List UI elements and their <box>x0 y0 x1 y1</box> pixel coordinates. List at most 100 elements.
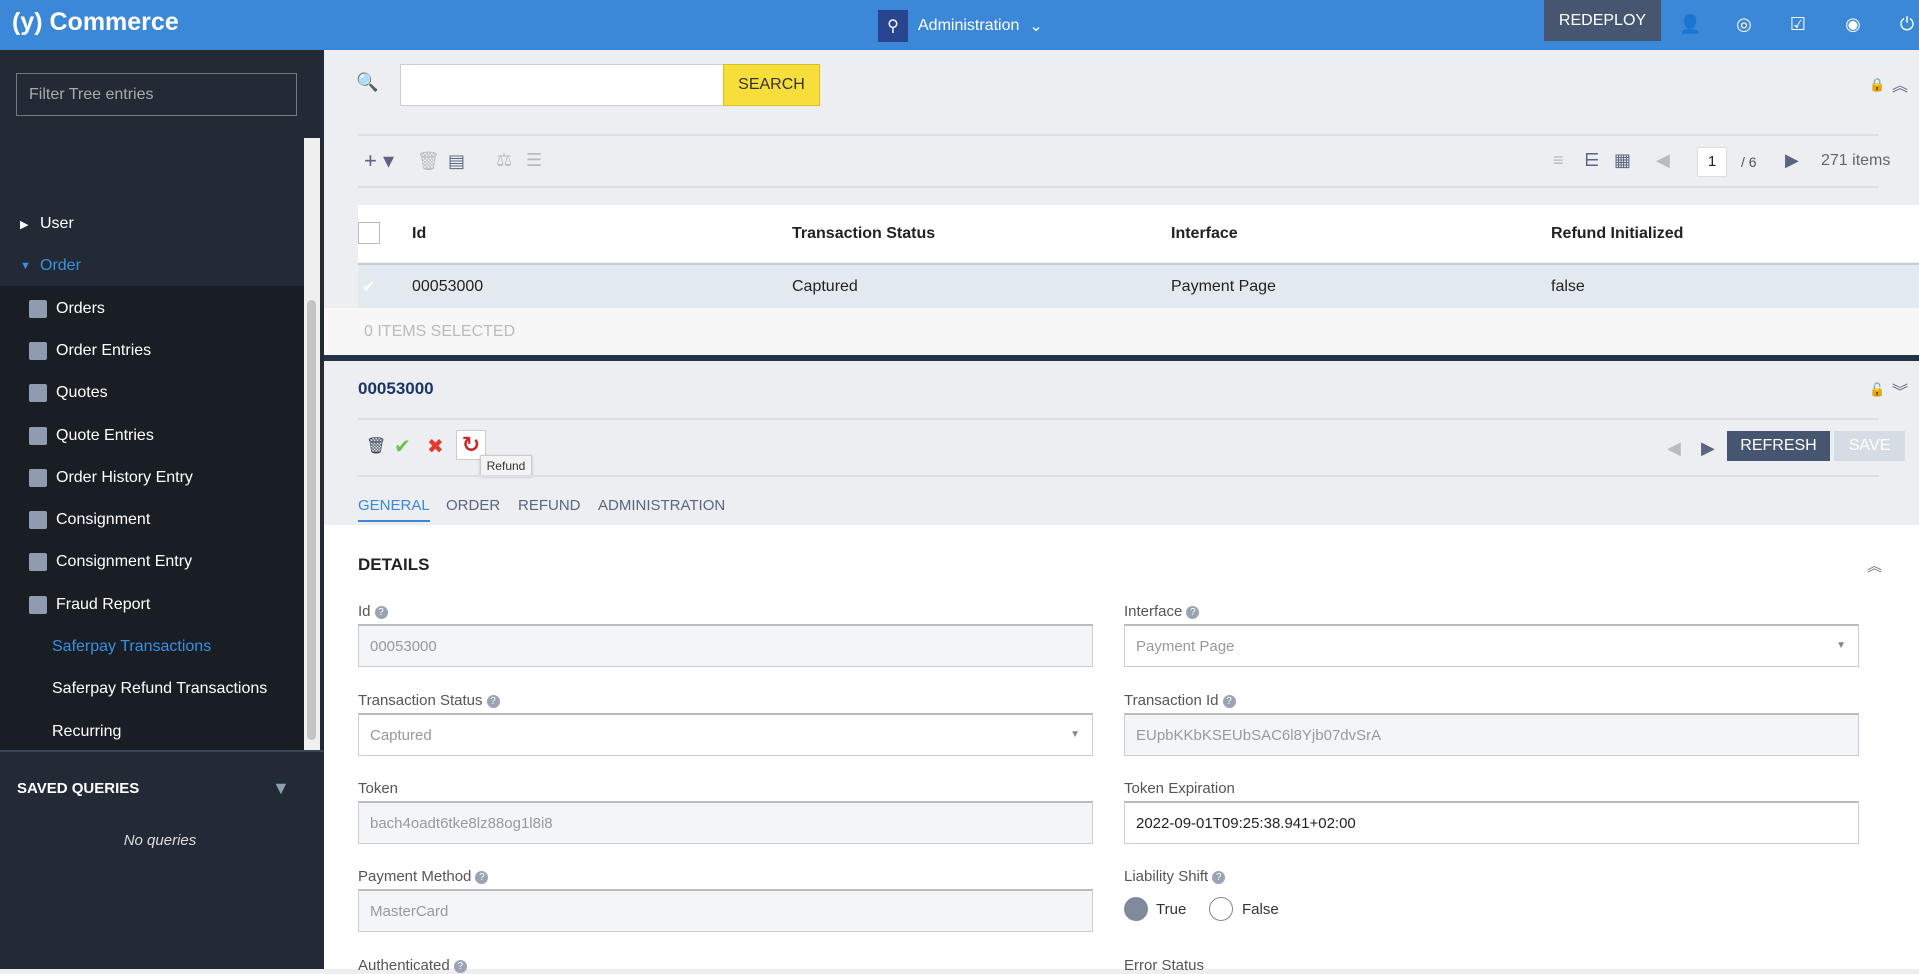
table-header: Id Transaction Status Interface Refund I… <box>358 205 1919 262</box>
sidebar-item-order-entries[interactable]: Order Entries <box>0 330 304 372</box>
tab-refund[interactable]: REFUND <box>518 497 581 514</box>
delete-icon[interactable]: 🗑 <box>366 438 387 455</box>
liability-false-label: False <box>1242 901 1279 918</box>
liability-false-radio[interactable] <box>1209 897 1233 921</box>
refund-icon[interactable]: ↻ <box>456 430 486 460</box>
sidebar-item-saferpay-refund-transactions[interactable]: Saferpay Refund Transactions <box>0 668 304 710</box>
document-icon <box>29 426 47 445</box>
column-header-refund[interactable]: Refund Initialized <box>1551 224 1684 242</box>
status-select[interactable]: Captured ▼ <box>358 713 1093 756</box>
no-queries-text: No queries <box>123 832 197 849</box>
sidebar-item-label: Order Entries <box>56 341 152 359</box>
sidebar-item-label: Recurring <box>52 722 122 740</box>
power-icon[interactable]: ⏻ <box>1899 14 1915 34</box>
top-header: (y) Commerce ⚲ Administration ⌄ REDEPLOY… <box>0 0 1919 50</box>
perspective-selector[interactable]: ⚲ Administration ⌄ <box>878 10 1043 42</box>
sync-icon[interactable]: ◎ <box>1736 14 1752 34</box>
token-field[interactable]: bach4oadt6tke8lz88og1l8i8 <box>358 801 1093 844</box>
next-page-icon[interactable]: ▶ <box>1785 150 1799 170</box>
liability-true-radio[interactable] <box>1124 897 1148 921</box>
id-label: Id? <box>358 603 388 620</box>
payment-method-label: Payment Method? <box>358 868 489 885</box>
sidebar-item-saferpay-transactions[interactable]: Saferpay Transactions <box>0 626 304 668</box>
panel-divider[interactable] <box>324 355 1919 361</box>
help-icon: ? <box>486 695 500 708</box>
document-icon <box>29 595 47 614</box>
sidebar-item-fraud-report[interactable]: Fraud Report <box>0 584 304 626</box>
token-label: Token <box>358 780 399 797</box>
authenticated-label: Authenticated? <box>358 957 467 974</box>
user-icon[interactable]: 👤 <box>1679 14 1702 34</box>
checklist-icon: ☰ <box>526 150 543 170</box>
help-icon: ? <box>1186 606 1200 619</box>
sidebar-item-label: Saferpay Refund Transactions <box>52 680 268 698</box>
collapse-icon[interactable]: ︽ <box>1892 78 1909 95</box>
csv-export-icon[interactable]: ▤ <box>448 151 466 171</box>
save-button[interactable]: SAVE <box>1834 431 1905 461</box>
tab-administration[interactable]: ADMINISTRATION <box>598 497 726 514</box>
dropdown-arrow-icon: ▼ <box>1070 729 1080 740</box>
filter-tree-input[interactable] <box>16 73 297 116</box>
interface-label: Interface? <box>1124 603 1200 620</box>
advanced-search-icon[interactable]: 🔍 <box>356 72 379 92</box>
table-row[interactable]: ✔ 00053000 Captured Payment Page false <box>358 263 1919 308</box>
tab-general[interactable]: GENERAL <box>358 497 430 522</box>
tasks-icon[interactable]: ☑ <box>1789 14 1807 34</box>
compare-icon: ⚖ <box>496 150 513 170</box>
help-icon: ? <box>453 960 467 973</box>
search-input[interactable] <box>400 64 724 106</box>
lock-icon[interactable]: 🔒 <box>1869 77 1886 92</box>
redeploy-button[interactable]: REDEPLOY <box>1544 0 1661 41</box>
search-button[interactable]: SEARCH <box>723 64 820 106</box>
next-item-icon[interactable]: ▶ <box>1701 438 1715 458</box>
check-icon[interactable]: ✔ <box>362 278 376 296</box>
chevron-down-icon: ⌄ <box>1029 18 1043 35</box>
help-icon: ? <box>374 606 388 619</box>
saved-queries-title: SAVED QUERIES <box>17 780 140 797</box>
transaction-id-field[interactable]: EUpbKKbKSEUbSAC6l8Yjb07dvSrA <box>1124 713 1859 756</box>
filter-icon[interactable]: ▼ <box>272 778 290 798</box>
caret-down-icon[interactable]: ▼ <box>20 260 31 273</box>
previous-page-icon[interactable]: ◀ <box>1656 150 1670 170</box>
document-icon <box>29 468 47 487</box>
interface-select[interactable]: Payment Page ▼ <box>1124 624 1859 667</box>
tree-scrollbar-thumb[interactable] <box>307 300 316 740</box>
cell-interface: Payment Page <box>1171 277 1276 295</box>
document-icon <box>29 553 47 572</box>
page-total: / 6 <box>1741 154 1757 170</box>
sidebar-item-quotes[interactable]: Quotes <box>0 372 304 414</box>
sidebar-item-quote-entries[interactable]: Quote Entries <box>0 415 304 457</box>
payment-method-field[interactable]: MasterCard <box>358 889 1093 932</box>
select-all-checkbox[interactable] <box>358 222 380 244</box>
sidebar-item-recurring[interactable]: Recurring <box>0 711 304 753</box>
sidebar-item-order[interactable]: ▼ Order <box>0 245 304 287</box>
id-field[interactable]: 00053000 <box>358 624 1093 667</box>
approve-icon[interactable]: ✔ <box>394 436 411 458</box>
column-header-interface[interactable]: Interface <box>1171 224 1238 242</box>
previous-item-icon[interactable]: ◀ <box>1667 438 1681 458</box>
unlock-icon[interactable]: 🔓 <box>1869 382 1886 397</box>
add-icon[interactable]: + ▾ <box>364 148 395 173</box>
tree-view-icon[interactable]: ⋿ <box>1584 150 1600 170</box>
grid-view-icon[interactable]: ▦ <box>1614 150 1632 170</box>
collapse-section-icon[interactable]: ︽ <box>1867 558 1883 575</box>
sidebar-item-orders[interactable]: Orders <box>0 288 304 330</box>
reject-icon[interactable]: ✖ <box>427 436 444 458</box>
sidebar-item-order-history-entry[interactable]: Order History Entry <box>0 457 304 499</box>
tab-order[interactable]: ORDER <box>446 497 501 514</box>
dropdown-arrow-icon: ▼ <box>1836 640 1846 651</box>
column-header-id[interactable]: Id <box>412 224 427 242</box>
caret-right-icon[interactable]: ▶ <box>20 218 29 231</box>
expand-icon[interactable]: ︾ <box>1892 384 1909 401</box>
column-header-status[interactable]: Transaction Status <box>792 224 936 242</box>
sidebar-item-label: User <box>40 215 74 232</box>
globe-icon[interactable]: ◉ <box>1845 14 1861 34</box>
list-view-icon[interactable]: ≡ <box>1553 150 1564 170</box>
sidebar-item-consignment[interactable]: Consignment <box>0 499 304 541</box>
page-input[interactable]: 1 <box>1697 147 1727 177</box>
app-logo: (y) Commerce <box>12 8 179 36</box>
refresh-button[interactable]: REFRESH <box>1727 431 1830 461</box>
sidebar-item-consignment-entry[interactable]: Consignment Entry <box>0 541 304 583</box>
sidebar-item-user[interactable]: ▶ User <box>0 203 304 245</box>
token-expiration-field[interactable]: 2022-09-01T09:25:38.941+02:00 <box>1124 801 1859 844</box>
